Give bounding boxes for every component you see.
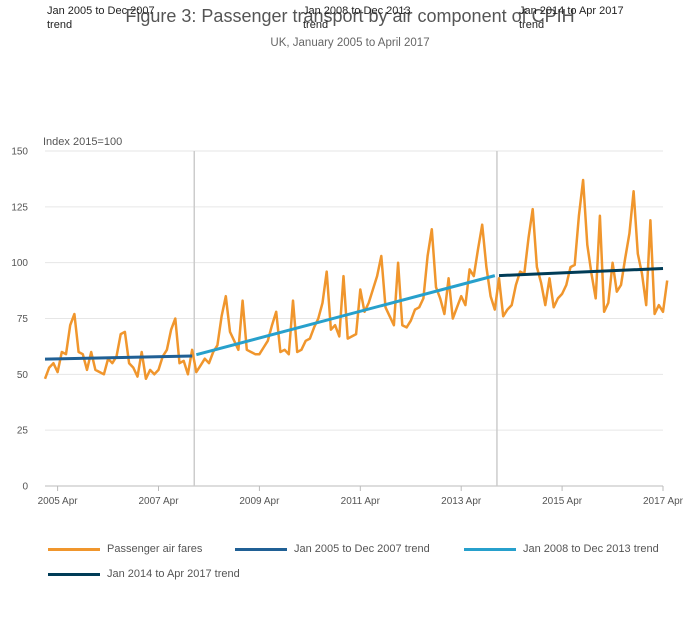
x-tick-label: 2011 Apr [341,496,381,507]
y-tick-label: 0 [22,482,28,493]
y-tick-label: 100 [11,258,28,269]
period-label: Jan 2014 to Apr 2017 trend [519,5,624,31]
x-tick-label: 2015 Apr [542,496,583,507]
legend-item: Jan 2014 to Apr 2017 trend [48,568,240,580]
legend-label: Jan 2008 to Dec 2013 trend [523,543,659,555]
y-tick-label: 50 [17,370,29,381]
legend-item: Jan 2005 to Dec 2007 trend [235,543,430,555]
y-tick-label: 125 [11,202,28,213]
y-tick-label: 25 [17,426,29,437]
legend-label: Passenger air fares [107,543,203,555]
legend-swatch [235,547,287,551]
legend-swatch [48,547,100,551]
legend-label: Jan 2014 to Apr 2017 trend [107,568,240,580]
legend-item: Passenger air fares [48,543,202,555]
x-tick-label: 2009 Apr [239,496,280,507]
x-tick-label: 2013 Apr [441,496,482,507]
trend-line-1 [44,354,193,361]
trend-line-2 [195,274,496,357]
period-label: Jan 2005 to Dec 2007 trend [47,5,155,31]
y-tick-label: 75 [17,314,29,325]
legend-item: Jan 2008 to Dec 2013 trend [464,543,659,555]
x-tick-label: 2017 Apr [643,496,684,507]
trend-line-3 [498,266,664,278]
x-tick-label: 2005 Apr [38,496,79,507]
x-tick-label: 2007 Apr [138,496,179,507]
legend-swatch [464,547,516,551]
legend-swatch [48,572,100,576]
legend-label: Jan 2005 to Dec 2007 trend [294,543,430,555]
y-axis-label: Index 2015=100 [43,136,123,148]
chart-title: Figure 3: Passenger transport by air com… [125,6,575,26]
y-tick-label: 150 [11,147,28,158]
chart-subtitle: UK, January 2005 to April 2017 [270,37,430,49]
series-line-passenger-air-fares [43,178,669,381]
period-label: Jan 2008 to Dec 2013 trend [303,5,411,31]
